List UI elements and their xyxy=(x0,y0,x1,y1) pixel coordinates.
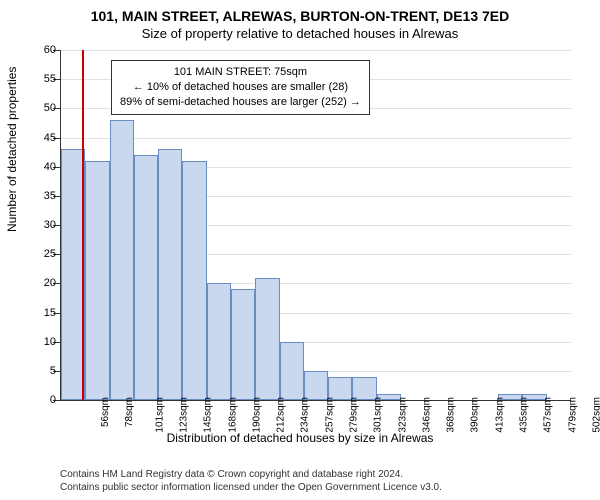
y-tick-label: 5 xyxy=(26,365,56,377)
x-tick-label: 279sqm xyxy=(349,397,360,433)
y-axis-label: Number of detached properties xyxy=(5,67,19,232)
chart-title-main: 101, MAIN STREET, ALREWAS, BURTON-ON-TRE… xyxy=(0,0,600,24)
y-tick-label: 60 xyxy=(26,44,56,56)
x-tick-label: 368sqm xyxy=(446,397,457,433)
histogram-bar xyxy=(85,161,109,400)
histogram-bar xyxy=(158,149,182,400)
x-tick-label: 479sqm xyxy=(567,397,578,433)
histogram-bar xyxy=(207,283,231,400)
x-tick-label: 190sqm xyxy=(251,397,262,433)
x-tick-label: 78sqm xyxy=(124,397,135,427)
histogram-bar xyxy=(231,289,255,400)
y-tick-label: 10 xyxy=(26,336,56,348)
y-tick-label: 20 xyxy=(26,277,56,289)
y-tick-label: 0 xyxy=(26,394,56,406)
annotation-box: 101 MAIN STREET: 75sqm← 10% of detached … xyxy=(111,60,370,115)
x-tick-label: 56sqm xyxy=(100,397,111,427)
annotation-line: 89% of semi-detached houses are larger (… xyxy=(120,95,361,110)
histogram-bar xyxy=(182,161,206,400)
histogram-bar xyxy=(304,371,328,400)
x-tick-label: 323sqm xyxy=(397,397,408,433)
x-tick-label: 123sqm xyxy=(179,397,190,433)
y-tick-label: 35 xyxy=(26,190,56,202)
grid-line xyxy=(61,50,571,51)
copyright-text: Contains HM Land Registry data © Crown c… xyxy=(60,468,442,494)
x-tick-label: 145sqm xyxy=(203,397,214,433)
x-tick-label: 435sqm xyxy=(519,397,530,433)
x-tick-label: 301sqm xyxy=(373,397,384,433)
x-tick-label: 234sqm xyxy=(300,397,311,433)
copyright-line1: Contains HM Land Registry data © Crown c… xyxy=(60,468,442,481)
chart-title-sub: Size of property relative to detached ho… xyxy=(0,24,600,41)
histogram-bar xyxy=(134,155,158,400)
x-tick-label: 257sqm xyxy=(324,397,335,433)
chart-container: 101, MAIN STREET, ALREWAS, BURTON-ON-TRE… xyxy=(0,0,600,500)
y-tick-label: 45 xyxy=(26,132,56,144)
y-tick-label: 30 xyxy=(26,219,56,231)
plot-area: 101 MAIN STREET: 75sqm← 10% of detached … xyxy=(60,50,571,401)
histogram-bar xyxy=(110,120,134,400)
y-tick-label: 50 xyxy=(26,102,56,114)
x-tick-label: 346sqm xyxy=(421,397,432,433)
copyright-line2: Contains public sector information licen… xyxy=(60,481,442,494)
histogram-bar xyxy=(255,278,279,401)
x-tick-label: 168sqm xyxy=(227,397,238,433)
reference-line xyxy=(82,50,84,400)
annotation-line: 101 MAIN STREET: 75sqm xyxy=(120,65,361,80)
grid-line xyxy=(61,138,571,139)
x-axis-label: Distribution of detached houses by size … xyxy=(0,431,600,445)
histogram-bar xyxy=(280,342,304,400)
x-tick-label: 502sqm xyxy=(591,397,600,433)
x-tick-label: 212sqm xyxy=(276,397,287,433)
annotation-line: ← 10% of detached houses are smaller (28… xyxy=(120,80,361,95)
y-tick-label: 55 xyxy=(26,73,56,85)
y-tick-label: 25 xyxy=(26,248,56,260)
y-tick-label: 15 xyxy=(26,307,56,319)
y-tick-label: 40 xyxy=(26,161,56,173)
x-tick-label: 390sqm xyxy=(470,397,481,433)
x-tick-label: 101sqm xyxy=(154,397,165,433)
x-tick-label: 457sqm xyxy=(543,397,554,433)
x-tick-label: 413sqm xyxy=(494,397,505,433)
